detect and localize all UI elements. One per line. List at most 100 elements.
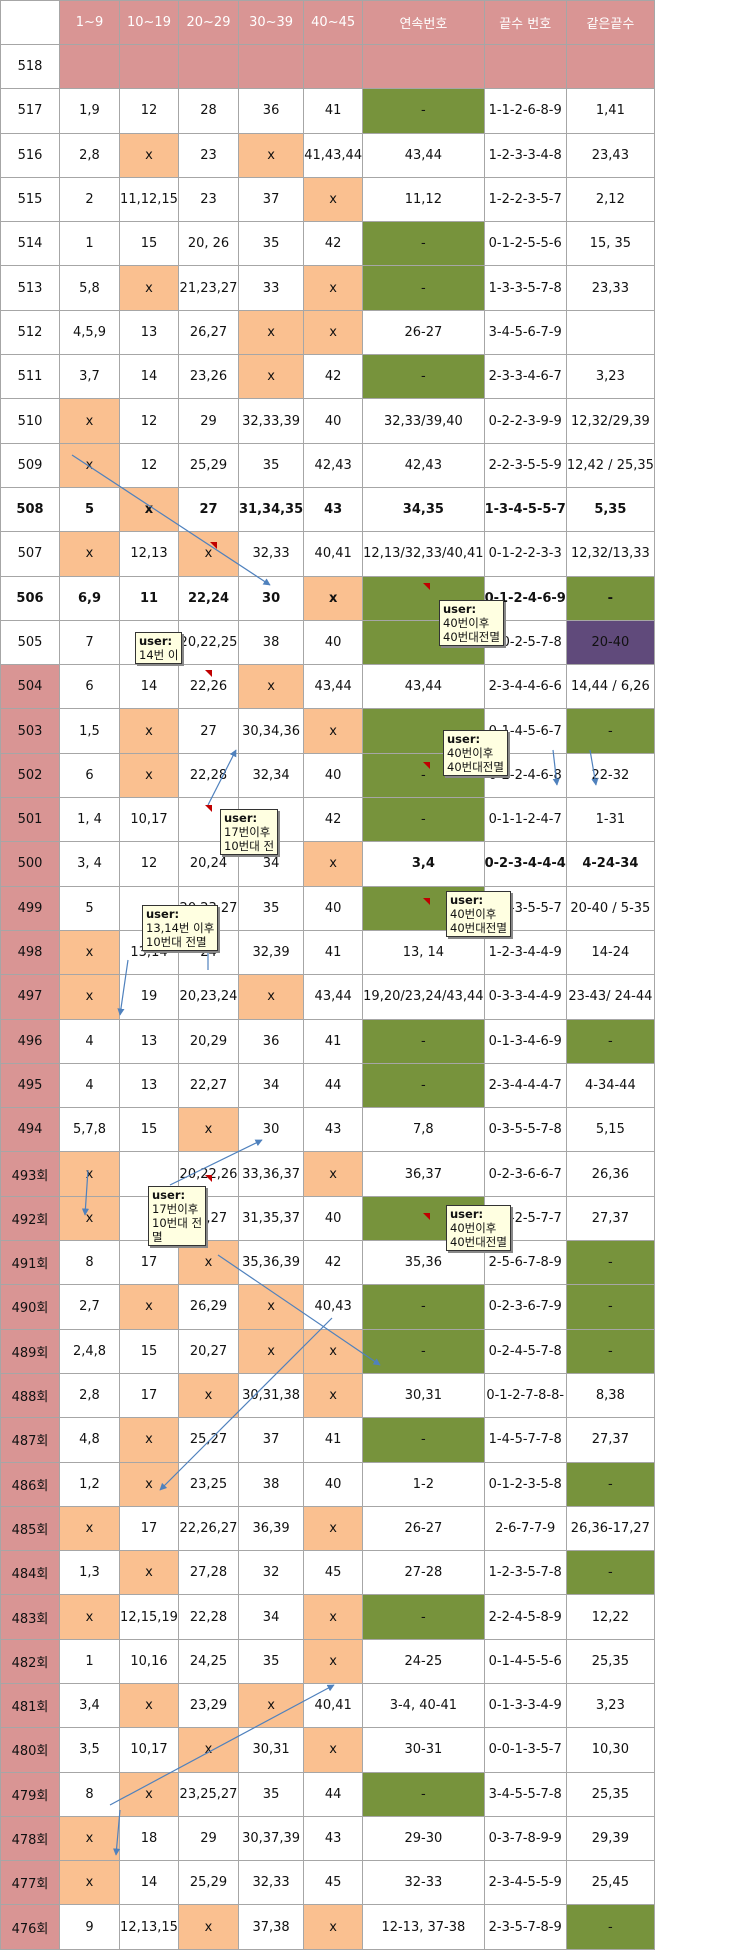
table-cell: 13 <box>119 309 179 356</box>
table-cell: 23-43/ 24-44 <box>565 974 655 1020</box>
note-505: user: 14번 이 <box>135 632 183 664</box>
table-cell: 24,25 <box>178 1638 239 1684</box>
table-cell: - <box>362 221 485 267</box>
table-cell: 15 <box>119 1328 179 1374</box>
table-cell: 18 <box>119 1815 179 1862</box>
table-row: 477회 x 14 25,29 32,33 45 32-33 2-3-4-5-5-9 25,45 <box>0 1860 655 1906</box>
table-cell: 25,27 <box>178 1417 239 1463</box>
table-row: 514 1 15 20, 26 35 42-0-1-2-5-5-6 15, 35 <box>0 221 655 267</box>
table-cell: 41 <box>303 1417 364 1463</box>
round-number: 496 <box>0 1018 60 1064</box>
table-cell: 23,43 <box>565 132 655 178</box>
round-number: 502 <box>0 752 60 799</box>
table-row: 492회 x 22,27 31,35,37 40 0-1-2-5-7-7 27,37 <box>0 1195 655 1242</box>
table-cell: 36 <box>237 88 305 134</box>
table-row: 493회 x 20,22,26 33,36,37 x 36,37 0-2-3-6-6-7 26… <box>0 1151 655 1197</box>
round-number: 500 <box>0 841 60 887</box>
table-cell: 41 <box>303 1018 364 1064</box>
table-cell: 20,22,25 <box>178 619 239 666</box>
table-cell: 2-3-4-4-4-7 <box>483 1062 567 1109</box>
table-cell: - <box>362 1018 485 1064</box>
table-cell: x <box>59 1505 120 1552</box>
table-cell: 40 <box>303 398 364 444</box>
table-body: 518 517 1,9 12 28 36 41-1-1-2-6-8-9 1,41 516 2,8 x… <box>0 43 655 1950</box>
table-row: 499520,23,2735400-0-3-5-5-720-40 / 5-35 <box>0 885 655 931</box>
table-cell: 22,24 <box>178 575 239 621</box>
round-number: 517 <box>0 88 60 134</box>
table-cell: 35 <box>237 1771 305 1817</box>
table-cell: 40 <box>303 752 364 799</box>
table-cell: 27 <box>178 486 239 533</box>
header-same-last-digit: 같은끝수 <box>565 0 655 45</box>
table-cell: 0-1-3-4-6-9 <box>483 1018 567 1064</box>
table-cell: 11,12 <box>362 176 485 223</box>
table-cell: 0-1-4-5-5-6 <box>483 1638 567 1684</box>
table-cell: 13 <box>119 1018 179 1064</box>
header-last-digits: 끝수 번호 <box>483 0 567 45</box>
table-cell: 1-3-3-5-7-8 <box>483 265 567 311</box>
round-number: 513 <box>0 265 60 311</box>
table-cell: 35,36,39 <box>237 1240 305 1286</box>
round-number: 485회 <box>0 1505 60 1552</box>
table-cell: 23,33 <box>565 265 655 311</box>
table-cell: 2-2-3-5-5-9 <box>483 442 567 488</box>
table-cell: 22,26,27 <box>178 1505 239 1552</box>
table-cell: 20,27 <box>178 1328 239 1374</box>
table-cell: x <box>237 309 305 356</box>
table-cell: 34,35 <box>362 486 485 533</box>
table-cell: 25,35 <box>565 1771 655 1817</box>
table-cell: 12 <box>119 88 179 134</box>
table-cell: x <box>303 176 364 223</box>
round-number: 510 <box>0 398 60 444</box>
table-cell: - <box>565 1284 655 1330</box>
table-cell: 2-3-3-4-6-7 <box>483 354 567 400</box>
table-cell: 1, 4 <box>59 797 120 843</box>
table-cell: 3-4-5-5-7-8 <box>483 1771 567 1817</box>
table-cell: 32,33/39,40 <box>362 398 485 444</box>
table-cell: x <box>237 1328 305 1374</box>
table-cell: 25,29 <box>178 1860 239 1906</box>
table-cell: 12-13, 37-38 <box>362 1904 485 1950</box>
table-cell: 37 <box>237 176 305 223</box>
table-cell: 43,44 <box>362 664 485 710</box>
table-cell: 42 <box>303 354 364 400</box>
table-cell: x <box>303 1328 364 1374</box>
table-cell: 4,5,9 <box>59 309 120 356</box>
table-cell: 31,34,35 <box>237 486 305 533</box>
table-cell: 3,5 <box>59 1727 120 1773</box>
table-cell: 0-1-2-5-5-6 <box>483 221 567 267</box>
table-cell: x <box>119 1682 179 1729</box>
table-cell: 42 <box>303 221 364 267</box>
table-cell: 2 <box>59 176 120 223</box>
table-cell: 22,28 <box>178 752 239 799</box>
table-cell: 35 <box>237 442 305 488</box>
table-cell: 1,5 <box>59 708 120 754</box>
table-cell: 5 <box>59 486 120 533</box>
table-cell: 2-3-4-4-6-6 <box>483 664 567 710</box>
table-cell: 11 <box>119 575 179 621</box>
table-cell <box>565 309 655 356</box>
table-cell: x <box>59 1195 120 1242</box>
table-cell: 5,8 <box>59 265 120 311</box>
table-cell: 12,13,15 <box>119 1904 179 1950</box>
table-cell: 40 <box>303 1461 364 1507</box>
table-row: 490회 2,7 x 26,29 x 40,43-0-2-3-6-7-9- <box>0 1284 655 1330</box>
table-cell: 22,26 <box>178 664 239 710</box>
table-cell: 40,41 <box>303 531 364 577</box>
table-cell: 37,38 <box>237 1904 305 1950</box>
table-cell: x <box>59 1151 120 1197</box>
table-cell: x <box>237 354 305 400</box>
table-cell: 0-1-2-2-3-3 <box>483 531 567 577</box>
table-cell: 4,8 <box>59 1417 120 1463</box>
round-number: 507 <box>0 531 60 577</box>
table-cell: 2,12 <box>565 176 655 223</box>
table-cell: 5,15 <box>565 1107 655 1153</box>
table-cell: x <box>59 1815 120 1862</box>
table-cell <box>483 43 567 90</box>
table-row: 515 2 11,12,15 23 37 x 11,12 1-2-2-3-5-7 2,12 <box>0 176 655 223</box>
table-cell: 23 <box>178 176 239 223</box>
round-number: 486회 <box>0 1461 60 1507</box>
table-cell: 41 <box>303 88 364 134</box>
table-cell: 19 <box>119 974 179 1020</box>
lotto-table: 1~9 10~19 20~29 30~39 40~45 연속번호 끝수 번호 같… <box>0 0 655 1950</box>
